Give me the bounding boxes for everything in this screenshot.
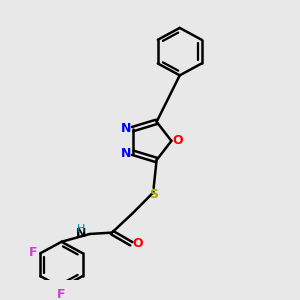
Text: H: H [77, 224, 86, 234]
Text: O: O [172, 134, 183, 147]
Text: N: N [121, 122, 131, 135]
Text: S: S [149, 188, 158, 201]
Text: N: N [121, 147, 131, 160]
Text: N: N [76, 226, 87, 240]
Text: O: O [133, 237, 143, 250]
Text: F: F [57, 288, 65, 300]
Text: F: F [29, 246, 37, 259]
